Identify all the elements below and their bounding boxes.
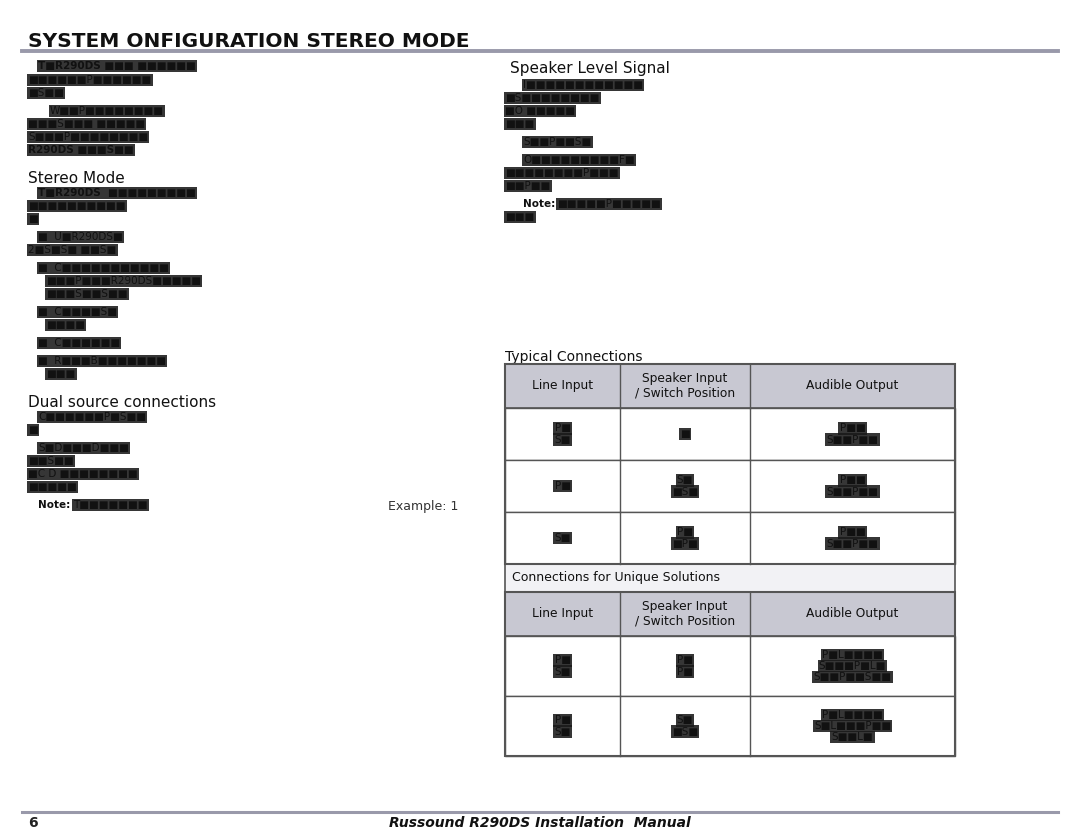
Text: S■: S■ — [554, 666, 570, 676]
Text: P■: P■ — [554, 423, 570, 433]
Text: ■■■: ■■■ — [46, 369, 76, 379]
Text: ■■P■■: ■■P■■ — [505, 181, 550, 191]
Bar — [505, 364, 955, 408]
Text: ■S■■: ■S■■ — [28, 88, 64, 98]
Text: ■■■: ■■■ — [505, 119, 535, 129]
Text: P■■: P■■ — [839, 423, 865, 433]
Text: P■: P■ — [554, 481, 570, 491]
Text: ■: ■ — [28, 425, 38, 435]
Bar — [505, 696, 955, 756]
Text: ■■■P■■■R290DS■■■■■: ■■■P■■■R290DS■■■■■ — [46, 276, 201, 286]
Text: ■  U■R290DS■: ■ U■R290DS■ — [38, 232, 123, 242]
Text: ■■■■: ■■■■ — [46, 320, 85, 330]
Text: O■■■■■■■■■F■: O■■■■■■■■■F■ — [523, 155, 635, 165]
Bar — [505, 636, 955, 696]
Text: S■: S■ — [554, 434, 570, 444]
Text: 6: 6 — [28, 816, 38, 830]
Text: Audible Output: Audible Output — [807, 380, 899, 392]
Text: P■L■■■■: P■L■■■■ — [822, 650, 882, 660]
Text: P■: P■ — [677, 528, 693, 538]
Text: Dual source connections: Dual source connections — [28, 395, 216, 410]
Text: S■■L■: S■■L■ — [832, 732, 874, 742]
Text: S■: S■ — [554, 727, 570, 737]
Bar — [505, 564, 955, 592]
Text: S■■P■■S■: S■■P■■S■ — [523, 137, 591, 147]
Text: ■P■: ■P■ — [672, 538, 698, 549]
Text: ■  C■■■■■■■■■■■: ■ C■■■■■■■■■■■ — [38, 263, 168, 273]
Text: I■■■■■■■■■■■■: I■■■■■■■■■■■■ — [523, 80, 643, 90]
Text: T■■■■■■■: T■■■■■■■ — [73, 500, 148, 510]
Text: S■: S■ — [554, 533, 570, 543]
Text: ■■■■■P■■■■■: ■■■■■P■■■■■ — [557, 199, 661, 209]
Bar — [505, 512, 955, 564]
Bar — [505, 460, 955, 512]
Text: ■  C■■■■■■: ■ C■■■■■■ — [38, 338, 120, 348]
Text: ■  R■■■B■■■■■■■: ■ R■■■B■■■■■■■ — [38, 356, 166, 366]
Text: Stereo Mode: Stereo Mode — [28, 171, 125, 186]
Text: S■: S■ — [677, 716, 693, 726]
Text: W■■P■■■■■■■■: W■■P■■■■■■■■ — [50, 106, 164, 116]
Bar — [505, 364, 955, 564]
Text: Note:: Note: — [38, 500, 70, 510]
Text: P■L■■■■: P■L■■■■ — [822, 710, 882, 720]
Text: ■S■: ■S■ — [672, 486, 698, 496]
Text: P■■: P■■ — [839, 475, 865, 486]
Text: S■L■■■P■■: S■L■■■P■■ — [814, 721, 891, 731]
Text: Line Input: Line Input — [532, 380, 593, 392]
Text: ■■■S■■■ ■■■■■: ■■■S■■■ ■■■■■ — [28, 119, 145, 129]
Bar — [505, 592, 955, 636]
Text: ■S■: ■S■ — [672, 727, 698, 737]
Bar — [505, 408, 955, 460]
Text: P■: P■ — [677, 666, 693, 676]
Text: ■  C■■■■S■: ■ C■■■■S■ — [38, 307, 117, 317]
Text: S■■■P■■■■■■■■: S■■■P■■■■■■■■ — [28, 132, 148, 142]
Text: C■■■■■■P■S■■: C■■■■■■P■S■■ — [38, 412, 146, 422]
Text: Typical Connections: Typical Connections — [505, 350, 643, 364]
Text: P■: P■ — [677, 655, 693, 665]
Text: T■R290DS ■■■ ■■■■■■: T■R290DS ■■■ ■■■■■■ — [38, 61, 195, 71]
Text: P■: P■ — [554, 716, 570, 726]
Text: S■■P■■: S■■P■■ — [826, 486, 878, 496]
Text: S■: S■ — [677, 475, 693, 486]
Text: Speaker Level Signal: Speaker Level Signal — [510, 61, 670, 76]
Text: ■■■S■■S■■: ■■■S■■S■■ — [46, 289, 127, 299]
Text: Russound R290DS Installation  Manual: Russound R290DS Installation Manual — [389, 816, 691, 830]
Text: S■■P■■S■■: S■■P■■S■■ — [813, 672, 891, 682]
Text: 2■S■S■ ■■S■: 2■S■S■ ■■S■ — [28, 245, 117, 255]
Text: ■O ■■■■■: ■O ■■■■■ — [505, 106, 575, 116]
Text: Line Input: Line Input — [532, 607, 593, 621]
Text: ■■■■■■■■P■■■: ■■■■■■■■P■■■ — [505, 168, 619, 178]
Text: ■■■■■: ■■■■■ — [28, 482, 77, 492]
Text: ■■■: ■■■ — [505, 212, 535, 222]
Text: T■R290DS  ■■■■■■■■■: T■R290DS ■■■■■■■■■ — [38, 188, 195, 198]
Text: Connections for Unique Solutions: Connections for Unique Solutions — [512, 571, 720, 585]
Text: P■: P■ — [554, 655, 570, 665]
Text: SYSTEM ONFIGURATION STEREO MODE: SYSTEM ONFIGURATION STEREO MODE — [28, 32, 470, 51]
Text: ■■■■■■P■■■■■■: ■■■■■■P■■■■■■ — [28, 75, 151, 85]
Text: R290DS ■■■S■■: R290DS ■■■S■■ — [28, 145, 134, 155]
Text: Note:: Note: — [523, 199, 555, 209]
Text: Example: 1: Example: 1 — [388, 500, 458, 513]
Text: ■: ■ — [28, 214, 38, 224]
Text: ■C D ■■■■■■■■: ■C D ■■■■■■■■ — [28, 469, 137, 479]
Text: Audible Output: Audible Output — [807, 607, 899, 621]
Text: S■■■P■L■: S■■■P■L■ — [819, 661, 887, 671]
Text: S■■P■■: S■■P■■ — [826, 538, 878, 549]
Text: ■■S■■: ■■S■■ — [28, 456, 73, 466]
Text: S■D■■■D■■■: S■D■■■D■■■ — [38, 443, 129, 453]
Bar — [505, 592, 955, 756]
Text: Speaker Input
/ Switch Position: Speaker Input / Switch Position — [635, 372, 735, 400]
Text: Speaker Input
/ Switch Position: Speaker Input / Switch Position — [635, 600, 735, 628]
Text: S■■P■■: S■■P■■ — [826, 434, 878, 444]
Text: P■■: P■■ — [839, 528, 865, 538]
Text: ■S■■■■■■■■: ■S■■■■■■■■ — [505, 93, 599, 103]
Text: ■: ■ — [680, 429, 690, 439]
Text: ■■■■■■■■■■: ■■■■■■■■■■ — [28, 201, 125, 211]
